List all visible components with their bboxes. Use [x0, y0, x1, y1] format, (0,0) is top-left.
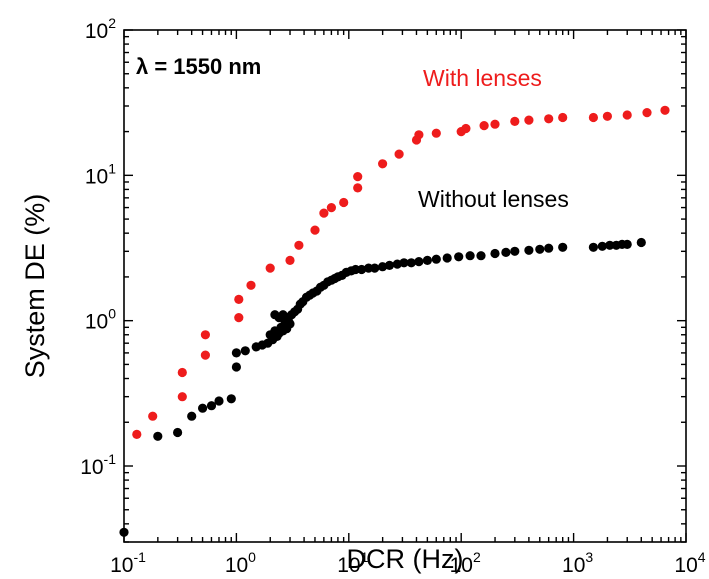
with-lenses-point: [265, 263, 275, 273]
without-lenses-point: [231, 362, 241, 372]
with-lenses-point: [510, 116, 520, 126]
axis-ticks: [123, 29, 687, 543]
without-lenses-point: [270, 310, 280, 320]
with-lenses-point: [394, 149, 404, 159]
x-axis-title: DCR (Hz): [347, 544, 464, 574]
without-lenses-point: [510, 246, 520, 256]
x-tick-label: 103: [562, 549, 593, 577]
without-lenses-point: [414, 257, 424, 267]
with-lenses-point: [660, 105, 670, 115]
with-lenses-point: [544, 114, 554, 124]
without-lenses-point: [535, 244, 545, 254]
without-lenses-point: [406, 258, 416, 268]
with-lenses-point: [558, 112, 568, 123]
x-tick-label: 10-1: [110, 549, 146, 577]
with-lenses-point: [177, 367, 187, 378]
with-lenses-point: [490, 119, 500, 129]
with-lenses-point: [479, 121, 489, 131]
without-lenses-point: [399, 258, 409, 268]
with-lenses-point: [132, 429, 142, 439]
without-lenses-point: [240, 346, 250, 356]
without-lenses-point: [465, 251, 475, 261]
with-lenses-point: [588, 112, 599, 123]
x-tick-label: 104: [674, 549, 705, 577]
without-lenses-point: [231, 348, 241, 358]
with-lenses-point: [326, 203, 336, 213]
without-lenses-point: [378, 262, 388, 272]
x-tick-label: 101: [337, 549, 368, 577]
without-lenses-point: [490, 248, 500, 259]
without-lenses-point: [357, 264, 367, 275]
with-lenses-point: [294, 240, 304, 250]
with-lenses-point: [414, 130, 424, 140]
without-lenses-point: [370, 263, 380, 273]
with-lenses-point: [524, 115, 534, 125]
x-tick-label: 100: [225, 549, 256, 577]
without-lenses-point: [119, 527, 129, 537]
with-lenses-point: [602, 111, 613, 121]
with-lenses-label: With lenses: [423, 65, 542, 91]
with-lenses-point: [622, 110, 632, 120]
with-lenses-point: [200, 330, 210, 340]
with-lenses-point: [310, 225, 320, 235]
with-lenses-point: [177, 392, 187, 402]
with-lenses-point: [234, 294, 244, 304]
tick-labels: 10-1 100 101 102 103 104 10-1 100 101 102: [80, 15, 706, 577]
without-lenses-point: [442, 253, 452, 263]
plot-frame: [123, 29, 687, 543]
data-marks: [119, 105, 670, 537]
without-lenses-point: [558, 242, 568, 252]
without-lenses-point: [597, 241, 607, 251]
wavelength-annotation: λ = 1550 nm: [136, 54, 261, 79]
with-lenses-point: [431, 128, 441, 138]
without-lenses-point: [605, 240, 615, 250]
without-lenses-point: [226, 394, 236, 404]
without-lenses-point: [544, 243, 554, 253]
without-lenses-point: [187, 411, 197, 421]
x-tick-label: 102: [450, 549, 481, 577]
without-lenses-point: [454, 252, 464, 262]
without-lenses-point: [173, 427, 183, 438]
with-lenses-point: [234, 313, 244, 323]
without-lenses-point: [153, 431, 163, 441]
without-lenses-point: [422, 255, 432, 265]
y-tick-label: 102: [85, 15, 116, 43]
without-lenses-point: [524, 245, 534, 255]
without-lenses-point: [636, 237, 646, 248]
with-lenses-point: [461, 123, 471, 134]
without-lenses-point: [214, 396, 224, 406]
without-lenses-point: [588, 242, 599, 252]
with-lenses-point: [285, 255, 295, 265]
without-lenses-point: [476, 251, 486, 261]
with-lenses-point: [353, 172, 363, 182]
without-lenses-point: [198, 403, 208, 413]
y-tick-label: 100: [85, 306, 116, 334]
without-lenses-label: Without lenses: [418, 186, 569, 212]
with-lenses-point: [319, 208, 329, 218]
without-lenses-point: [501, 247, 511, 257]
y-axis-title: System DE (%): [20, 194, 50, 379]
with-lenses-point: [378, 159, 388, 169]
with-lenses-point: [339, 197, 349, 208]
without-lenses-point: [431, 254, 441, 264]
with-lenses-point: [642, 108, 652, 118]
y-tick-label: 101: [85, 160, 116, 188]
with-lenses-point: [200, 350, 210, 360]
with-lenses-point: [148, 411, 158, 421]
with-lenses-point: [353, 183, 363, 193]
without-lenses-point: [206, 401, 217, 411]
without-lenses-point: [622, 239, 632, 249]
with-lenses-point: [246, 280, 256, 290]
without-lenses-point: [384, 260, 395, 270]
y-tick-label: 10-1: [80, 451, 116, 479]
